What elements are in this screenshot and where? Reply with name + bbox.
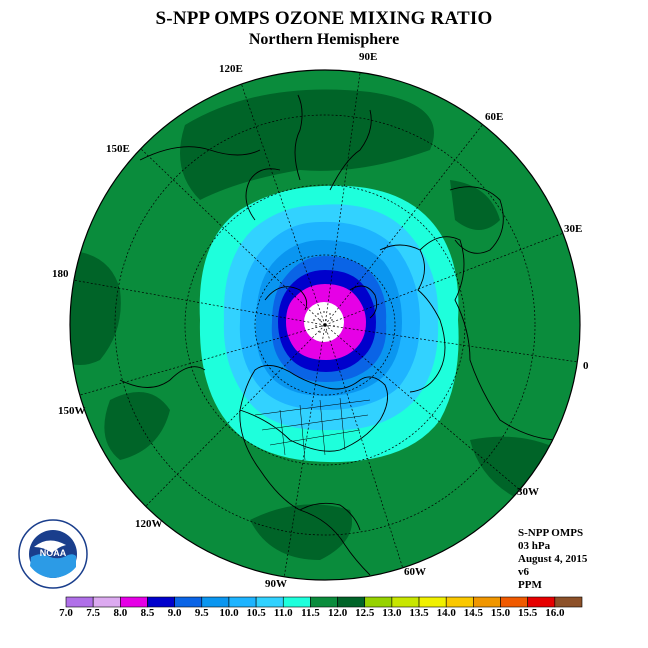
- lon-label-0: 0: [583, 360, 589, 372]
- lon-label-150e: 150E: [106, 143, 130, 155]
- figure-subtitle: Northern Hemisphere: [248, 31, 400, 48]
- scale-swatch-12.5: [364, 596, 393, 608]
- scale-swatch-13.5: [418, 596, 447, 608]
- ozone-patch-12-0-west: [70, 250, 121, 365]
- map-boundary: [69, 69, 581, 581]
- info-date: August 4, 2015: [518, 553, 588, 565]
- scale-swatch-11.0: [282, 596, 311, 608]
- scale-swatch-14.5: [473, 596, 501, 608]
- state-borders: [254, 397, 371, 461]
- ozone-patch-12-0-southwest: [104, 392, 170, 460]
- figure-title: S-NPP OMPS OZONE MIXING RATIO: [155, 8, 493, 29]
- scale-swatch-12.0: [337, 596, 366, 608]
- scale-swatch-8.5: [147, 596, 175, 608]
- polar-data-gap: [304, 302, 344, 342]
- scale-swatch-10.5: [255, 596, 284, 608]
- ozone-patch-12-0-north: [180, 89, 434, 200]
- lon-label-120w: 120W: [135, 518, 163, 530]
- scale-swatch-15.0: [500, 596, 528, 608]
- scale-swatch-16.0: [554, 596, 583, 608]
- noaa-logo: NOAA: [18, 519, 88, 589]
- lon-label-60e: 60E: [485, 111, 504, 123]
- scale-swatch-11.5: [310, 596, 338, 608]
- lon-label-90w: 90W: [265, 578, 287, 590]
- scale-swatch-10.0: [228, 596, 257, 608]
- ozone-patch-12-0-northeast: [450, 180, 500, 230]
- lon-label-30w: 30W: [517, 486, 539, 498]
- scale-swatch-14.0: [445, 596, 474, 608]
- noaa-logo-text: NOAA: [40, 548, 67, 558]
- scale-swatch-15.5: [527, 596, 556, 608]
- info-version: v6: [518, 566, 529, 578]
- scale-swatch-13.0: [391, 596, 420, 608]
- coastlines: [119, 94, 561, 576]
- lon-label-180: 180: [52, 268, 69, 280]
- info-instrument: S-NPP OMPS: [518, 527, 584, 539]
- lon-label-150w: 150W: [58, 405, 86, 417]
- lon-label-90e: 90E: [359, 51, 378, 63]
- scale-swatch-7.0: [65, 596, 94, 608]
- scale-swatch-8.0: [120, 596, 148, 608]
- info-level: 03 hPa: [518, 540, 551, 552]
- info-units: PPM: [518, 579, 542, 591]
- ozone-patch-12-0-south: [250, 504, 352, 560]
- scale-swatch-7.5: [92, 596, 121, 608]
- scale-swatch-9.5: [201, 596, 230, 608]
- lon-label-60w: 60W: [404, 566, 426, 578]
- scale-swatch-9.0: [174, 596, 203, 608]
- product-info: S-NPP OMPS 03 hPa August 4, 2015 v6 PPM: [518, 527, 587, 592]
- lon-label-30e: 30E: [564, 223, 583, 235]
- lon-label-120e: 120E: [219, 63, 243, 75]
